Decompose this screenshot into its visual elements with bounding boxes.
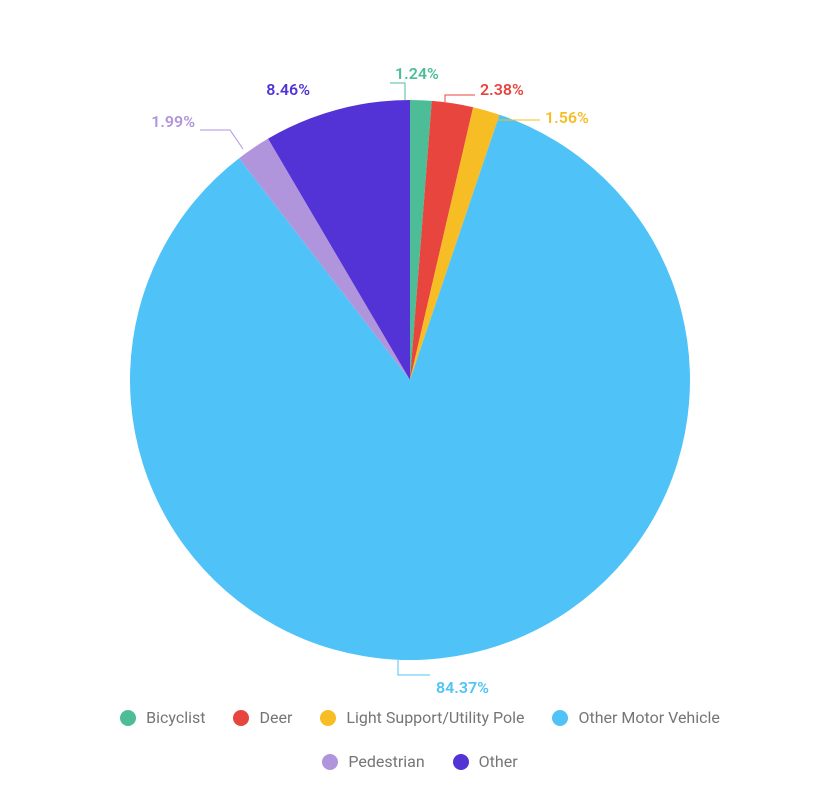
legend-item-pedestrian: Pedestrian bbox=[322, 754, 424, 770]
legend-item-omv: Other Motor Vehicle bbox=[552, 710, 719, 726]
datalabel-pedestrian: 1.99% bbox=[151, 112, 195, 131]
pie-chart-container: 1.24% 2.38% 1.56% 84.37% 1.99% 8.46% Bicyclis… bbox=[0, 0, 840, 810]
legend-label: Other bbox=[479, 754, 518, 770]
legend-item-deer: Deer bbox=[233, 710, 292, 726]
datalabel-other: 8.46% bbox=[266, 80, 310, 99]
legend-swatch-icon bbox=[552, 710, 568, 726]
legend-swatch-icon bbox=[322, 754, 338, 770]
legend-label: Bicyclist bbox=[146, 710, 205, 726]
legend-row: Bicyclist Deer Light Support/Utility Pole O… bbox=[0, 710, 840, 726]
legend: Bicyclist Deer Light Support/Utility Pole O… bbox=[0, 710, 840, 770]
datalabel-deer: 2.38% bbox=[480, 80, 524, 99]
pie-chart bbox=[0, 0, 840, 810]
legend-label: Deer bbox=[259, 710, 292, 726]
legend-label: Other Motor Vehicle bbox=[578, 710, 719, 726]
legend-item-bicyclist: Bicyclist bbox=[120, 710, 205, 726]
datalabel-pole: 1.56% bbox=[545, 108, 589, 127]
legend-item-other: Other bbox=[453, 754, 518, 770]
legend-label: Light Support/Utility Pole bbox=[346, 710, 524, 726]
datalabel-omv: 84.37% bbox=[436, 678, 489, 697]
legend-swatch-icon bbox=[120, 710, 136, 726]
legend-swatch-icon bbox=[453, 754, 469, 770]
datalabel-bicyclist: 1.24% bbox=[395, 64, 439, 83]
legend-row: Pedestrian Other bbox=[0, 754, 840, 770]
legend-swatch-icon bbox=[320, 710, 336, 726]
legend-label: Pedestrian bbox=[348, 754, 424, 770]
legend-item-pole: Light Support/Utility Pole bbox=[320, 710, 524, 726]
legend-swatch-icon bbox=[233, 710, 249, 726]
